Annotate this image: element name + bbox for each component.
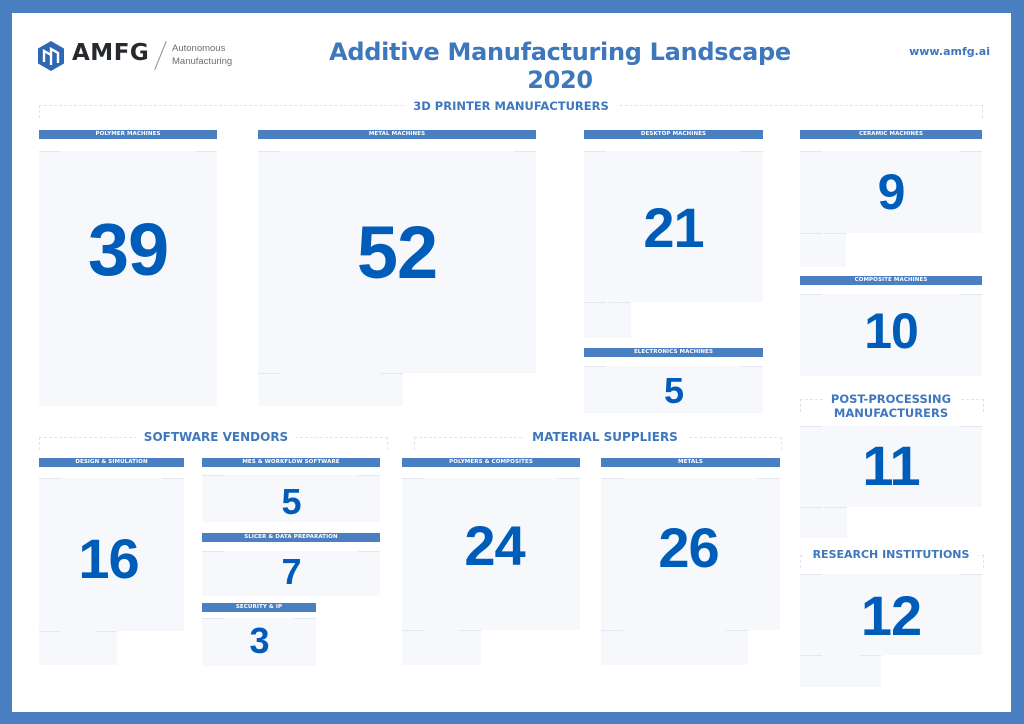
- composite-machines-panel: [800, 294, 982, 376]
- metal-machines-header: METAL MACHINES: [258, 130, 536, 139]
- logo-tagline-line1: Autonomous: [172, 43, 226, 54]
- post-processing-panel: [800, 426, 982, 507]
- ceramic-machines-header: CERAMIC MACHINES: [800, 130, 982, 139]
- post-processing-title-line2: MANUFACTURERS: [833, 406, 949, 420]
- polymer-machines-panel: [39, 151, 217, 406]
- metals-header: METALS: [601, 458, 780, 467]
- amfg-logo-icon: [38, 41, 64, 71]
- research-panel: [800, 574, 982, 655]
- polymers-composites-header: POLYMERS & COMPOSITES: [402, 458, 580, 467]
- polymer-machines-count: 39: [87, 208, 169, 291]
- metals-count: 26: [658, 516, 719, 579]
- materials-section-title: MATERIAL SUPPLIERS: [524, 430, 686, 444]
- composite-machines-header: COMPOSITE MACHINES: [800, 276, 982, 285]
- metal-machines-count: 52: [356, 211, 438, 294]
- metals-panel: [601, 478, 780, 630]
- desktop-machines-header: DESKTOP MACHINES: [584, 130, 763, 139]
- polymers-composites-panel: [402, 478, 580, 630]
- post-processing-count: 11: [862, 434, 920, 497]
- logo-tagline-line2: Manufacturing: [172, 56, 233, 67]
- electronics-machines-header: ELECTRONICS MACHINES: [584, 348, 763, 357]
- desktop-machines-count: 21: [643, 196, 704, 259]
- post-processing-title: POST-PROCESSING MANUFACTURERS: [822, 392, 960, 420]
- ceramic-machines-panel-tail: [800, 233, 846, 267]
- research-title: RESEARCH INSTITUTIONS: [804, 548, 978, 562]
- mes-workflow-panel: [202, 475, 380, 522]
- research-panel-tail: [800, 655, 881, 687]
- slicer-data-prep-count: 7: [281, 551, 301, 592]
- desktop-machines-panel-tail: [584, 302, 631, 338]
- metal-machines-panel-tail: [258, 373, 403, 406]
- logo-tagline: Autonomous Manufacturing: [172, 42, 232, 68]
- slicer-data-prep-panel: [202, 551, 380, 596]
- ceramic-machines-panel: [800, 151, 982, 233]
- design-simulation-count: 16: [78, 527, 139, 590]
- printers-section-title: 3D PRINTER MANUFACTURERS: [405, 99, 617, 113]
- amfg-logo-text: AMFG: [72, 40, 150, 66]
- research-count: 12: [860, 584, 922, 647]
- mes-workflow-count: 5: [281, 481, 301, 522]
- polymers-composites-panel-tail: [402, 630, 481, 665]
- design-simulation-panel-tail: [39, 631, 117, 665]
- security-ip-header: SECURITY & IP: [202, 603, 316, 612]
- design-simulation-panel: [39, 478, 184, 631]
- slicer-data-prep-header: SLICER & DATA PREPARATION: [202, 533, 380, 542]
- electronics-machines-count: 5: [663, 370, 684, 411]
- mes-workflow-header: MES & WORKFLOW SOFTWARE: [202, 458, 380, 467]
- website-link[interactable]: www.amfg.ai: [909, 45, 990, 58]
- desktop-machines-panel: [584, 151, 763, 302]
- composite-machines-count: 10: [864, 303, 919, 359]
- metals-panel-tail: [601, 630, 748, 665]
- security-ip-count: 3: [249, 620, 269, 661]
- post-processing-title-line1: POST-PROCESSING: [830, 392, 952, 406]
- security-ip-panel: [202, 618, 316, 666]
- polymer-machines-header: POLYMER MACHINES: [39, 130, 217, 139]
- metal-machines-panel: [258, 151, 536, 373]
- software-section-title: SOFTWARE VENDORS: [135, 430, 297, 444]
- polymers-composites-count: 24: [464, 514, 525, 577]
- post-processing-panel-tail: [800, 507, 847, 538]
- design-simulation-header: DESIGN & SIMULATION: [39, 458, 184, 467]
- ceramic-machines-count: 9: [877, 164, 906, 220]
- electronics-machines-panel: [584, 366, 763, 413]
- page-title: Additive Manufacturing Landscape 2020: [329, 38, 791, 94]
